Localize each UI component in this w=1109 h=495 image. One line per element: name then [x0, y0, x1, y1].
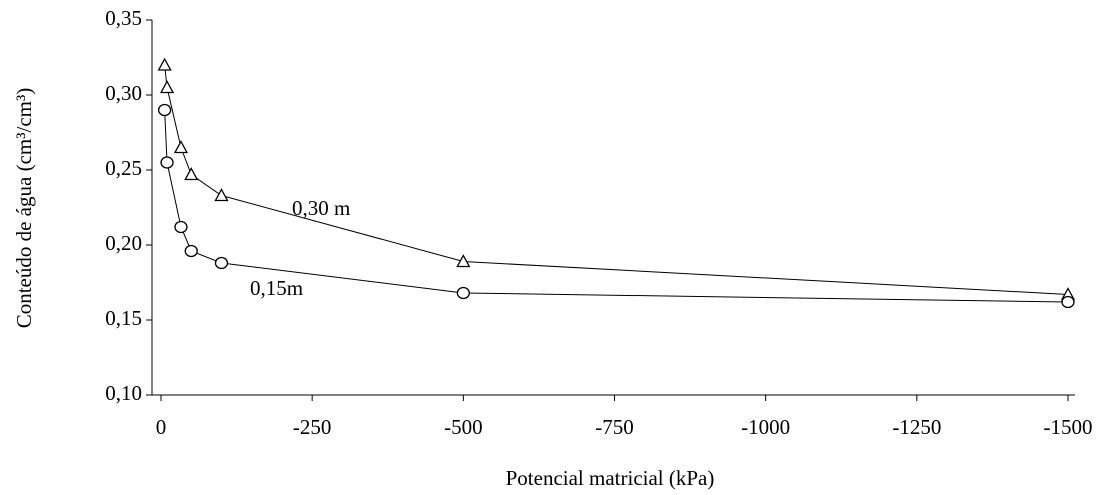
marker-triangle [184, 167, 199, 181]
marker-circle [214, 256, 229, 270]
x-tick-label: -750 [595, 415, 634, 439]
x-axis-title: Potencial matricial (kPa) [506, 466, 715, 490]
y-tick-label: 0,15 [105, 306, 142, 330]
marker-circle [456, 286, 470, 300]
y-tick-label: 0,10 [105, 381, 142, 405]
marker-circle [184, 244, 198, 258]
series-line [164, 64, 1069, 295]
y-axis-title: Conteúdo de água (cm³/cm³) [12, 88, 36, 329]
marker-triangle [157, 57, 172, 71]
marker-circle [174, 220, 188, 234]
series-label: 0,15m [250, 276, 303, 300]
marker-triangle [173, 140, 189, 154]
marker-triangle [456, 254, 471, 268]
marker-circle [1061, 295, 1075, 309]
y-tick-label: 0,25 [105, 156, 142, 180]
y-tick-label: 0,30 [105, 81, 142, 105]
x-tick-label: -1000 [741, 415, 790, 439]
x-tick-label: -1500 [1044, 415, 1093, 439]
series-label: 0,30 m [292, 196, 350, 220]
x-tick-label: -500 [444, 415, 483, 439]
marker-triangle [214, 188, 229, 202]
y-tick-label: 0,35 [105, 6, 142, 30]
marker-circle [157, 103, 172, 117]
marker-circle [160, 156, 174, 169]
x-tick-label: -250 [293, 415, 332, 439]
marker-triangle [159, 80, 175, 94]
x-tick-label: -1250 [892, 415, 941, 439]
y-tick-label: 0,20 [105, 231, 142, 255]
x-tick-label: 0 [156, 415, 167, 439]
